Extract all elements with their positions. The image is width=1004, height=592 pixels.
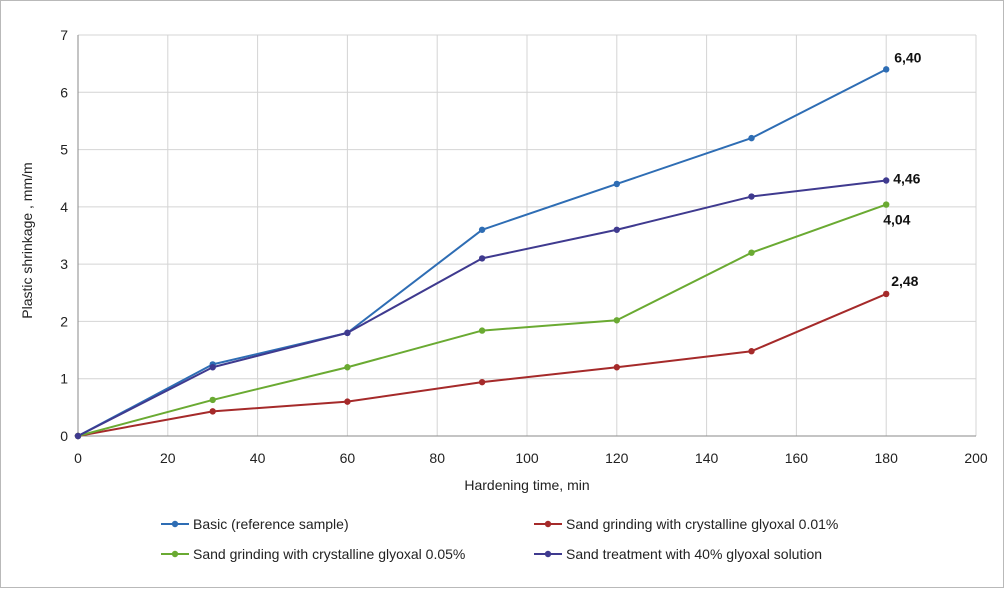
series-3: [74, 201, 890, 440]
data-point: [883, 66, 890, 73]
data-point: [883, 290, 890, 298]
y-tick-label: 4: [60, 199, 68, 215]
y-tick-label: 2: [60, 313, 68, 329]
legend-label: Basic (reference sample): [193, 516, 349, 532]
series-line: [77, 293, 887, 437]
legend-item: Sand grinding with crystalline glyoxal 0…: [161, 546, 465, 562]
x-tick-label: 0: [74, 450, 82, 466]
data-point: [748, 348, 755, 355]
series-4: [74, 177, 890, 440]
data-point: [613, 226, 620, 233]
y-tick-label: 1: [60, 371, 68, 387]
y-tick-label: 3: [60, 256, 68, 272]
y-tick-label: 5: [60, 142, 68, 158]
x-tick-label: 100: [515, 450, 539, 466]
y-tick-labels: 0 1 2 3 4 5 6 7: [60, 27, 68, 444]
x-tick-label: 160: [785, 450, 809, 466]
data-point: [74, 432, 82, 440]
series-lines: [74, 66, 890, 440]
series-2: [74, 290, 890, 440]
y-tick-label: 0: [60, 428, 68, 444]
data-point: [209, 408, 216, 415]
legend-swatch-marker: [544, 520, 552, 528]
data-point: [344, 364, 351, 371]
data-point: [209, 364, 216, 371]
legend-item: Sand grinding with crystalline glyoxal 0…: [534, 516, 838, 532]
data-point: [748, 193, 755, 200]
legend-item: Basic (reference sample): [161, 516, 349, 532]
x-tick-label: 180: [875, 450, 899, 466]
x-tick-label: 140: [695, 450, 719, 466]
end-value-label: 2,48: [891, 273, 918, 289]
x-tick-label: 40: [250, 450, 266, 466]
axes: [77, 35, 976, 437]
data-point: [613, 364, 620, 371]
y-tick-label: 7: [60, 27, 68, 43]
data-point: [478, 378, 486, 386]
series-line: [77, 203, 887, 437]
x-tick-label: 20: [160, 450, 176, 466]
x-tick-labels: 0 20 40 60 80 100 120 140 160 180 200: [74, 450, 988, 466]
gridlines: [78, 34, 977, 436]
x-tick-label: 80: [429, 450, 445, 466]
data-labels: 6,40 2,48 4,04 4,46: [883, 49, 921, 289]
legend: Basic (reference sample) Sand grinding wi…: [161, 516, 838, 562]
legend-label: Sand grinding with crystalline glyoxal 0…: [193, 546, 465, 562]
data-point: [344, 398, 351, 405]
data-point: [748, 134, 755, 142]
series-line: [77, 179, 887, 437]
end-value-label: 6,40: [894, 49, 921, 65]
data-point: [613, 317, 620, 324]
y-tick-label: 6: [60, 84, 68, 100]
data-point: [209, 396, 216, 404]
end-value-label: 4,46: [893, 171, 920, 187]
data-point: [478, 255, 486, 262]
x-tick-label: 120: [605, 450, 629, 466]
legend-label: Sand grinding with crystalline glyoxal 0…: [566, 516, 838, 532]
legend-item: Sand treatment with 40% glyoxal solution: [534, 546, 822, 562]
x-tick-label: 60: [340, 450, 356, 466]
data-point: [748, 249, 755, 256]
x-tick-label: 200: [964, 450, 988, 466]
data-point: [883, 177, 890, 184]
legend-label: Sand treatment with 40% glyoxal solution: [566, 546, 822, 562]
data-point: [883, 201, 890, 208]
end-value-label: 4,04: [883, 212, 910, 228]
y-axis-title: Plastic shrinkage , mm/m: [19, 162, 35, 318]
x-axis-title: Hardening time, min: [464, 477, 589, 493]
data-point: [344, 329, 351, 337]
data-point: [613, 180, 620, 188]
data-point: [478, 226, 486, 233]
data-point: [478, 327, 486, 334]
legend-swatch-marker: [171, 520, 179, 528]
legend-swatch-marker: [544, 550, 552, 558]
legend-swatch-marker: [171, 550, 179, 558]
